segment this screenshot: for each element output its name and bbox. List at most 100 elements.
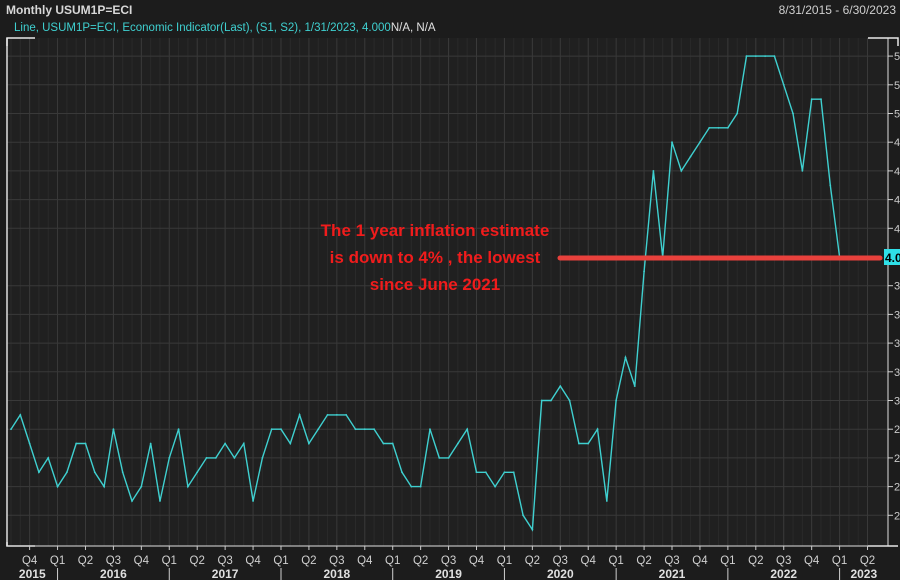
data-point bbox=[205, 457, 208, 459]
data-point bbox=[233, 457, 236, 459]
data-point bbox=[456, 442, 459, 445]
y-tick-label: 5.00 bbox=[894, 109, 900, 121]
x-year-label: 2015 bbox=[19, 567, 46, 580]
data-point bbox=[708, 126, 711, 129]
x-quarter-label: Q4 bbox=[134, 555, 150, 567]
annotation-line-3: since June 2021 bbox=[369, 275, 501, 294]
data-point bbox=[745, 55, 748, 57]
data-point bbox=[429, 428, 431, 431]
data-point bbox=[149, 442, 152, 445]
series-legend[interactable]: Line, USUM1P=ECI, Economic Indicator(Las… bbox=[14, 22, 436, 34]
data-point bbox=[93, 471, 96, 474]
x-quarter-label: Q3 bbox=[664, 555, 679, 567]
data-point bbox=[531, 528, 534, 531]
data-point bbox=[224, 442, 227, 445]
data-point bbox=[773, 55, 776, 57]
x-quarter-label: Q3 bbox=[776, 555, 791, 567]
x-year-label: 2019 bbox=[435, 567, 462, 580]
x-year-label: 2016 bbox=[100, 567, 127, 580]
data-point bbox=[578, 442, 580, 445]
x-year-label: 2018 bbox=[323, 567, 350, 580]
data-point bbox=[680, 170, 683, 172]
data-point bbox=[801, 170, 804, 172]
data-point bbox=[326, 413, 329, 416]
data-point bbox=[466, 428, 469, 431]
data-point bbox=[419, 485, 422, 488]
x-quarter-label: Q4 bbox=[22, 555, 38, 567]
data-point bbox=[196, 471, 199, 474]
data-point bbox=[214, 457, 217, 459]
data-point bbox=[75, 442, 78, 445]
data-point bbox=[522, 514, 524, 517]
data-point bbox=[782, 83, 785, 86]
data-point bbox=[633, 385, 636, 388]
data-point bbox=[10, 428, 12, 431]
x-quarter-label: Q2 bbox=[636, 555, 651, 567]
x-quarter-label: Q4 bbox=[692, 555, 708, 567]
data-point bbox=[512, 471, 515, 474]
y-tick-label: 2.20 bbox=[894, 510, 900, 522]
x-quarter-label: Q2 bbox=[525, 555, 540, 567]
data-point bbox=[298, 413, 301, 416]
data-point bbox=[242, 442, 245, 445]
x-quarter-label: Q3 bbox=[217, 555, 232, 567]
y-tick-label: 3.40 bbox=[894, 338, 900, 350]
y-tick-label: 4.20 bbox=[894, 223, 900, 235]
data-point bbox=[652, 170, 655, 172]
x-quarter-label: Q1 bbox=[385, 555, 400, 567]
data-point bbox=[56, 485, 59, 488]
data-point bbox=[131, 500, 133, 502]
x-year-label: 2017 bbox=[212, 567, 239, 580]
x-quarter-label: Q2 bbox=[190, 555, 205, 567]
annotation-text: The 1 year inflation estimate is down to… bbox=[290, 217, 580, 298]
date-range[interactable]: 8/31/2015 - 6/30/2023 bbox=[778, 3, 896, 17]
series-line bbox=[10, 55, 841, 532]
y-tick-label: 5.20 bbox=[894, 80, 900, 92]
data-point bbox=[252, 500, 254, 502]
y-tick-label: 3.60 bbox=[894, 309, 900, 321]
data-point bbox=[47, 457, 50, 459]
data-point bbox=[84, 442, 87, 445]
data-point bbox=[587, 442, 590, 445]
data-point bbox=[689, 155, 692, 158]
data-point bbox=[345, 413, 348, 416]
x-quarter-label: Q4 bbox=[804, 555, 820, 567]
data-point bbox=[373, 428, 375, 431]
y-tick-label: 2.40 bbox=[894, 482, 900, 494]
data-point bbox=[792, 112, 794, 115]
x-year-label: 2020 bbox=[547, 567, 574, 580]
data-point bbox=[726, 126, 729, 129]
y-tick-label: 3.00 bbox=[894, 396, 900, 408]
data-point bbox=[168, 457, 171, 459]
data-point bbox=[605, 500, 608, 502]
x-quarter-label: Q1 bbox=[608, 555, 623, 567]
x-quarter-label: Q3 bbox=[553, 555, 568, 567]
x-quarter-label: Q4 bbox=[469, 555, 485, 567]
y-tick-label: 3.80 bbox=[894, 281, 900, 293]
x-year-label: 2021 bbox=[659, 567, 686, 580]
data-point bbox=[829, 184, 832, 187]
data-point bbox=[401, 471, 403, 474]
data-point bbox=[159, 500, 161, 502]
x-quarter-label: Q2 bbox=[860, 555, 875, 567]
data-point bbox=[19, 413, 22, 416]
data-point bbox=[503, 471, 506, 474]
y-tick-label: 4.80 bbox=[894, 137, 900, 149]
data-point bbox=[643, 270, 645, 273]
data-point bbox=[447, 457, 450, 459]
x-quarter-label: Q1 bbox=[497, 555, 512, 567]
data-point bbox=[289, 442, 292, 445]
data-point bbox=[550, 399, 552, 402]
data-point bbox=[671, 141, 673, 144]
x-quarter-label: Q1 bbox=[832, 555, 847, 567]
data-point bbox=[103, 485, 105, 488]
data-point bbox=[308, 442, 310, 445]
data-point bbox=[596, 428, 599, 431]
x-quarter-label: Q4 bbox=[581, 555, 597, 567]
data-point bbox=[140, 485, 143, 488]
data-point bbox=[38, 471, 40, 474]
x-quarter-label: Q3 bbox=[329, 555, 344, 567]
data-point bbox=[475, 471, 478, 474]
